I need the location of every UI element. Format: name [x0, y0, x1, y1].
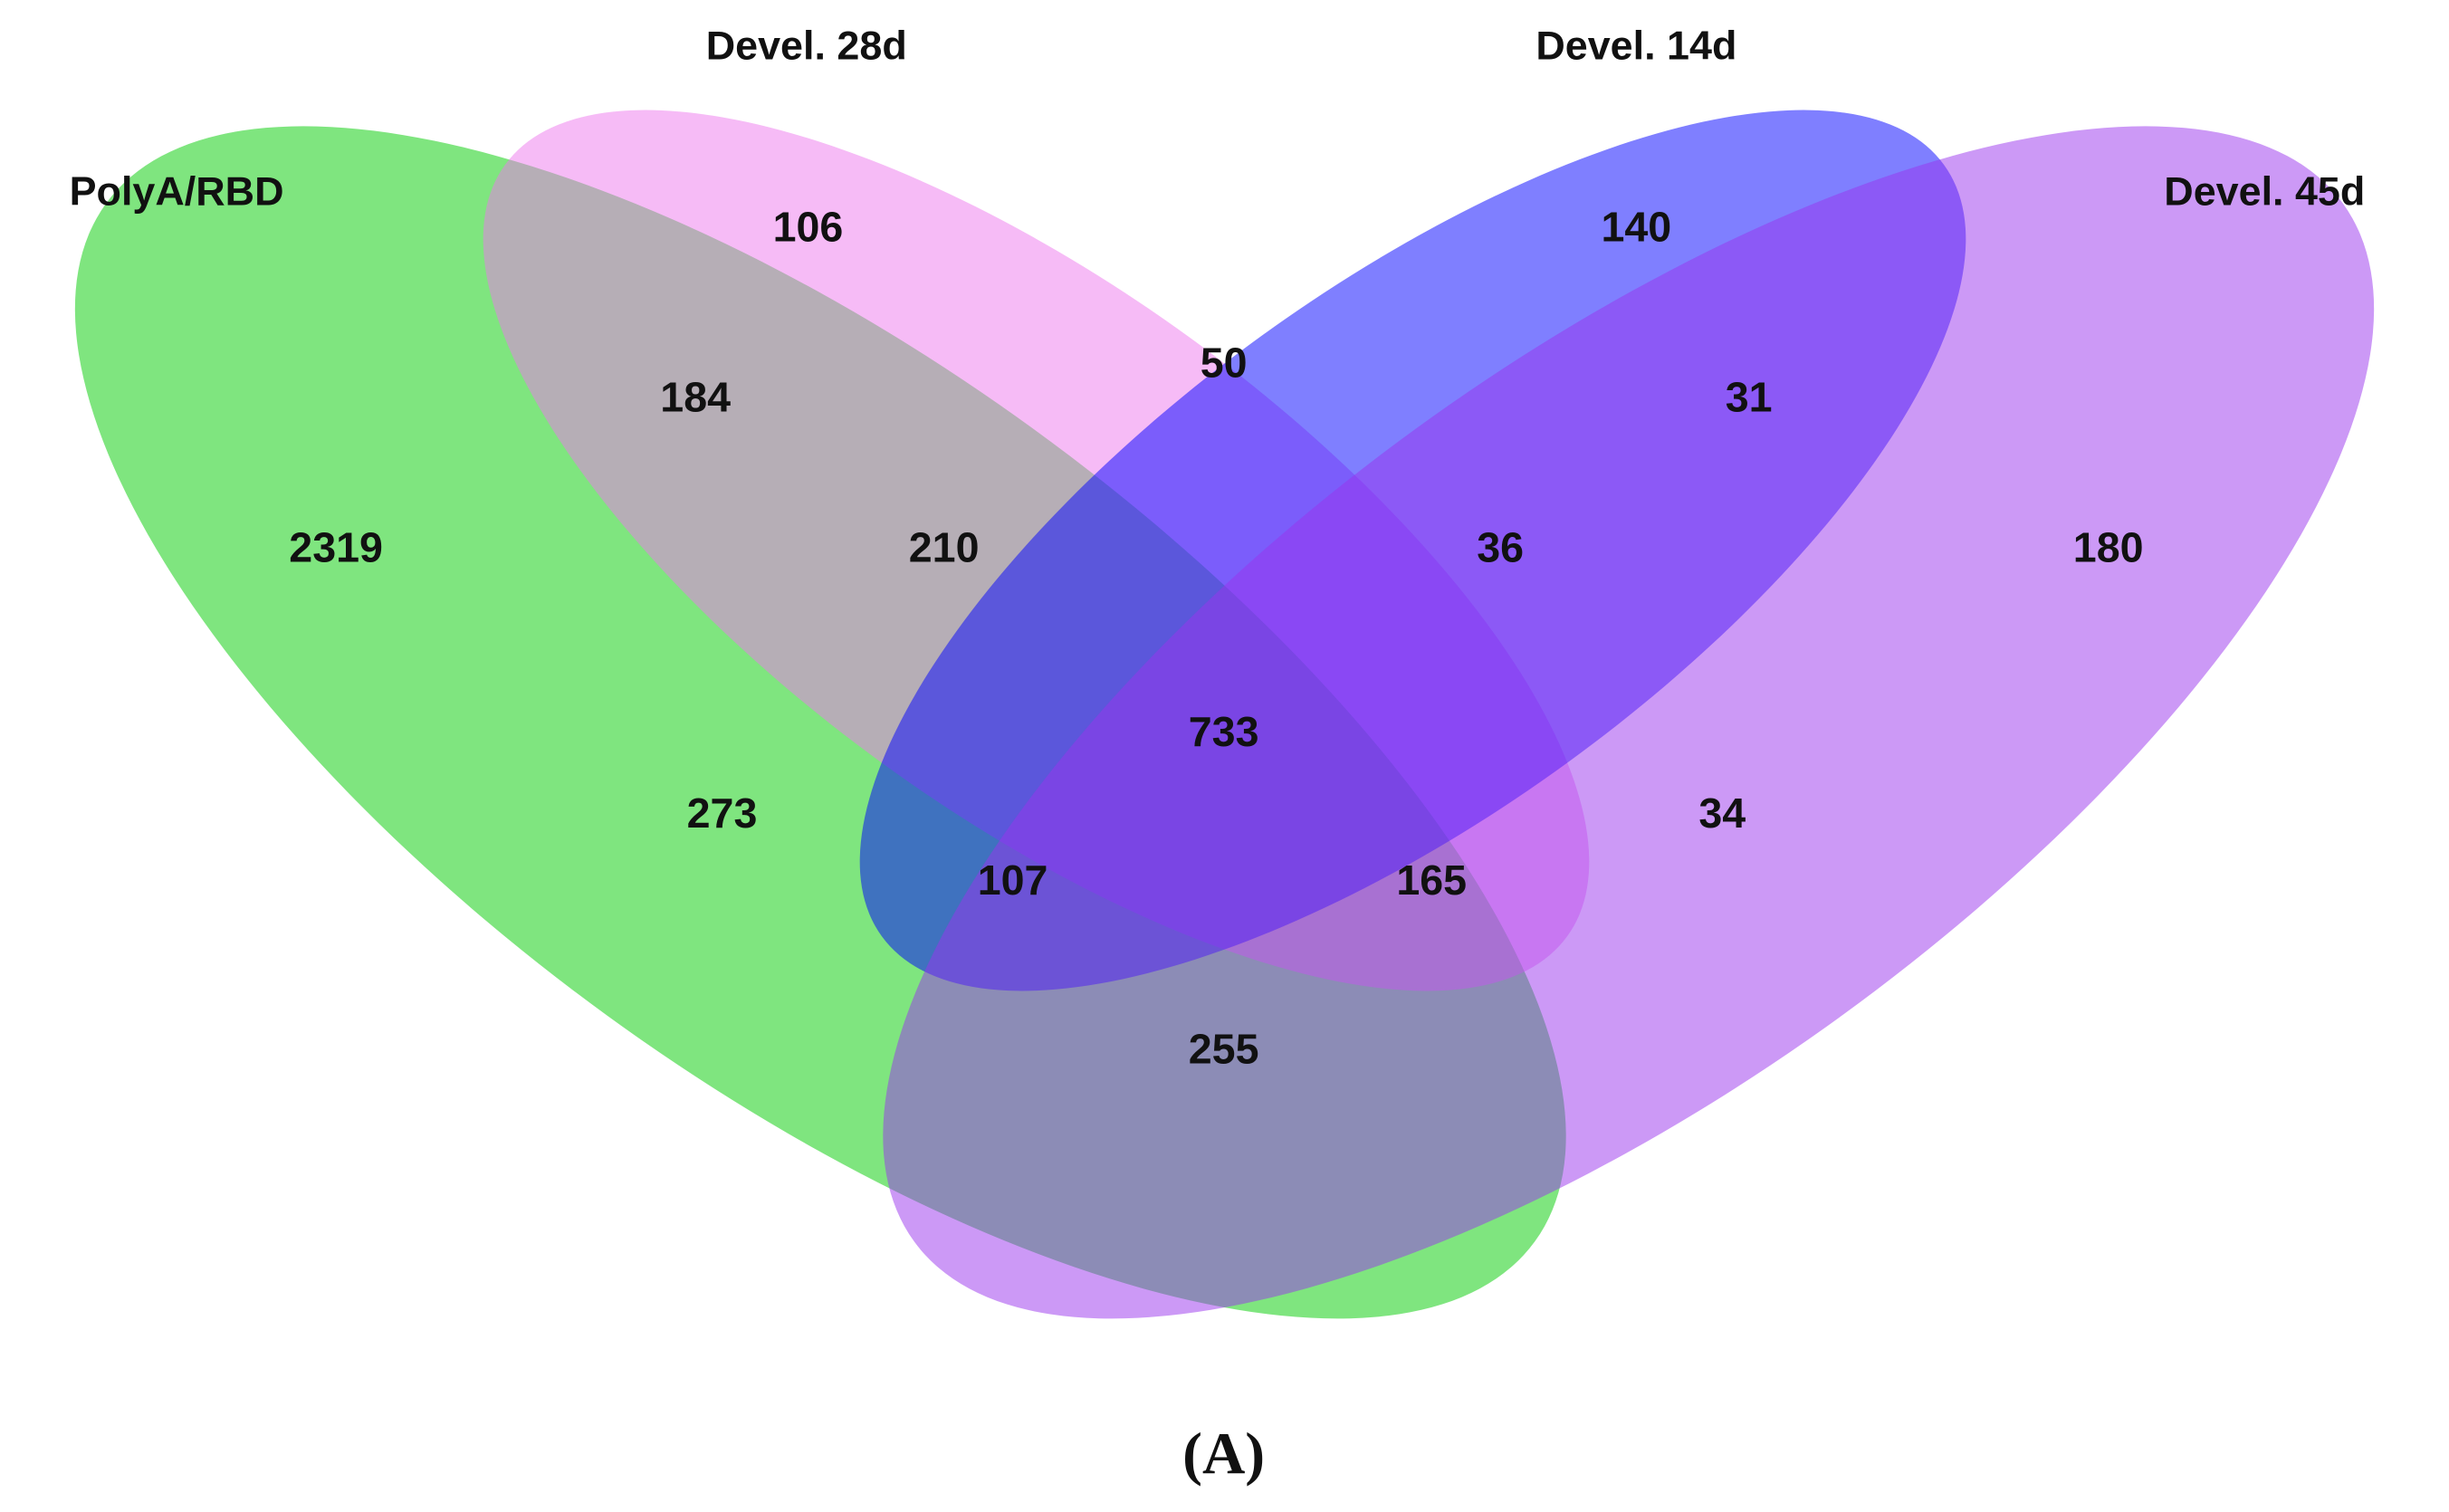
region-count: 50 — [1201, 340, 1248, 387]
set-ellipse — [883, 126, 2375, 1319]
set-label: PolyA/RBD — [70, 167, 284, 214]
region-count: 31 — [1726, 374, 1773, 421]
set-label: Devel. 45d — [2164, 167, 2365, 214]
region-count: 210 — [909, 523, 980, 570]
region-count: 34 — [1698, 789, 1746, 837]
region-count: 180 — [2073, 523, 2144, 570]
region-count: 106 — [773, 203, 844, 250]
region-count: 273 — [687, 789, 758, 837]
region-count: 733 — [1189, 708, 1259, 755]
region-count: 2319 — [289, 523, 383, 570]
caption: (A) — [1182, 1422, 1265, 1488]
region-count: 165 — [1396, 856, 1467, 904]
region-count: 107 — [978, 856, 1048, 904]
region-count: 36 — [1477, 523, 1524, 570]
set-label: Devel. 28d — [706, 23, 907, 69]
region-count: 184 — [660, 374, 731, 421]
set-label: Devel. 14d — [1535, 23, 1736, 69]
region-count: 140 — [1601, 203, 1671, 250]
region-count: 255 — [1189, 1025, 1259, 1072]
